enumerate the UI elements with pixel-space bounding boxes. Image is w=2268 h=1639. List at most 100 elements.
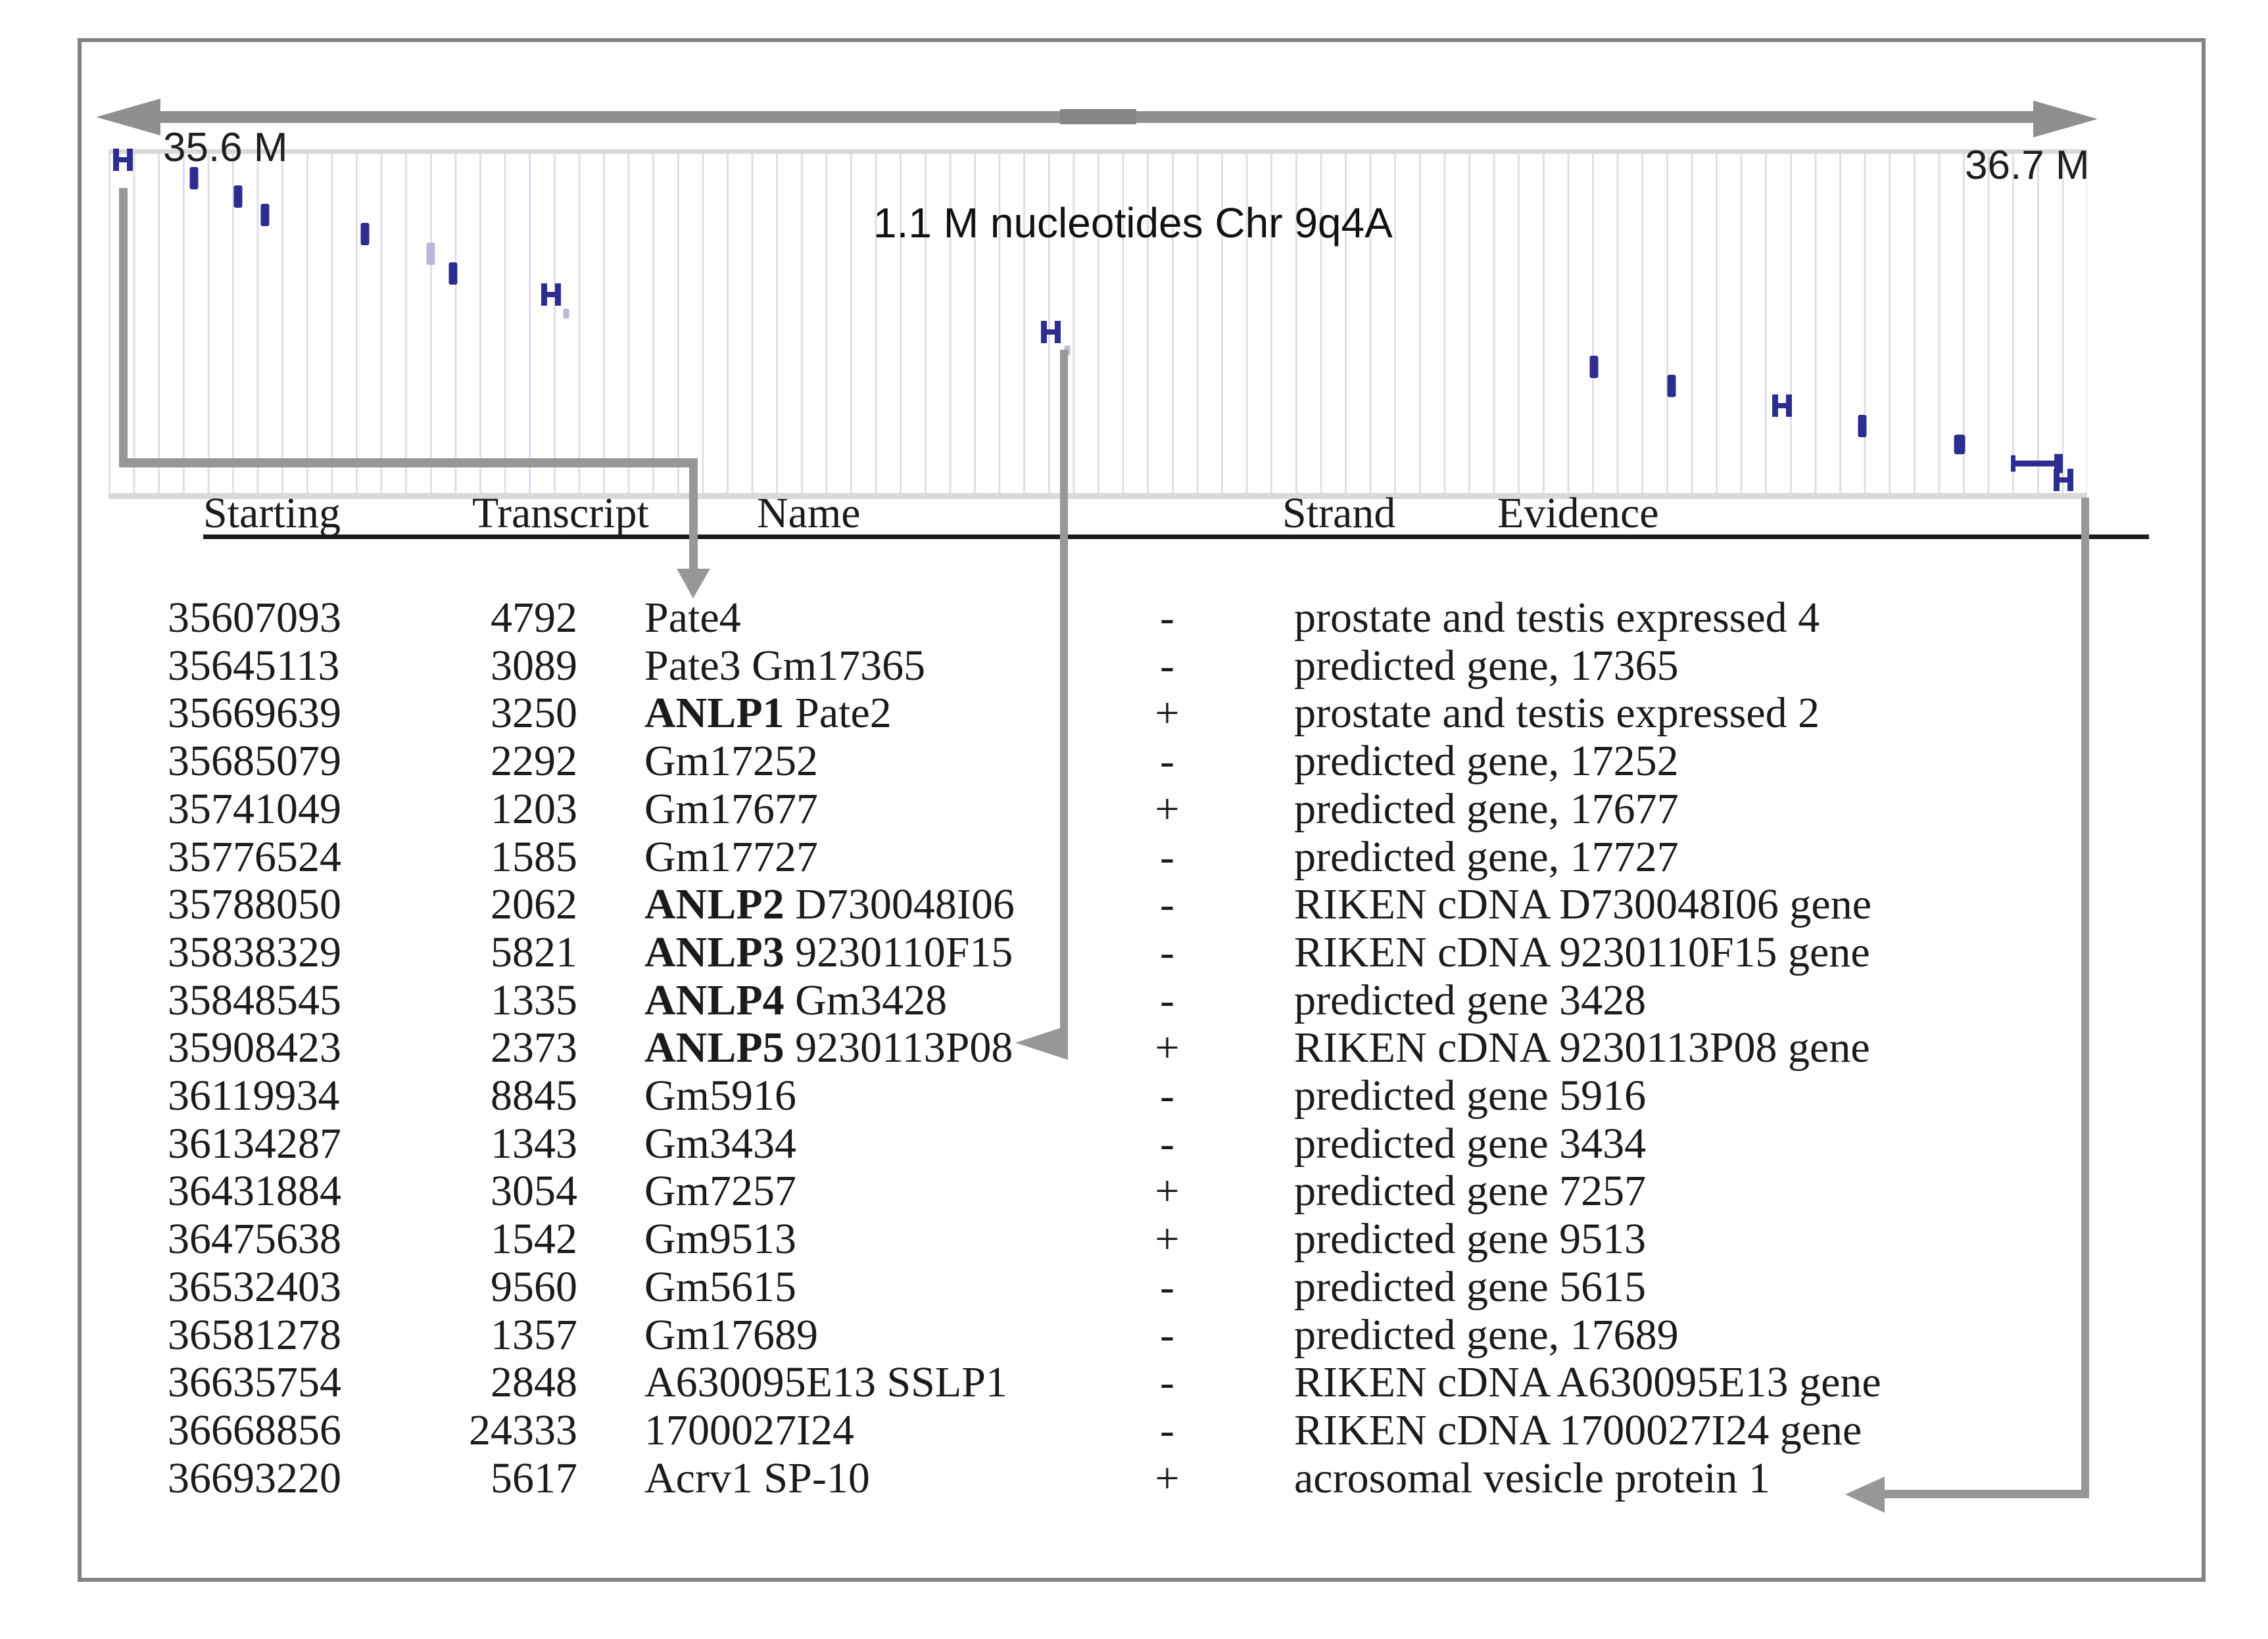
cell-name: Gm17727 bbox=[644, 833, 818, 881]
cell-name-rest: Gm3434 bbox=[644, 1119, 796, 1168]
cell-transcript: 3054 bbox=[491, 1167, 577, 1216]
cell-strand: - bbox=[1160, 594, 1174, 642]
cell-transcript: 8845 bbox=[491, 1072, 577, 1120]
cell-transcript: 3089 bbox=[491, 641, 577, 690]
cell-name: ANLP5 9230113P08 bbox=[644, 1024, 1013, 1072]
cell-starting: 35741049 bbox=[168, 784, 341, 833]
cell-name: A630095E13 SSLP1 bbox=[644, 1358, 1007, 1406]
cell-evidence: predicted gene 3428 bbox=[1294, 976, 1647, 1024]
cell-transcript: 2062 bbox=[491, 880, 577, 929]
cell-strand: - bbox=[1160, 1119, 1174, 1168]
cell-starting: 36475638 bbox=[168, 1215, 341, 1264]
cell-evidence: RIKEN cDNA D730048I06 gene bbox=[1294, 880, 1872, 929]
table-row: 35669639 3250 ANLP1 Pate2 + prostate and… bbox=[0, 689, 2268, 737]
cell-name: Gm7257 bbox=[644, 1167, 796, 1215]
gene-mark bbox=[189, 167, 199, 189]
cell-name: Pate3 Gm17365 bbox=[644, 642, 925, 690]
cell-strand: + bbox=[1155, 1215, 1180, 1264]
cell-starting: 35838329 bbox=[168, 928, 341, 976]
gene-mark bbox=[2054, 469, 2073, 491]
cell-transcript: 5821 bbox=[491, 928, 577, 976]
cell-name: ANLP1 Pate2 bbox=[644, 689, 892, 737]
cell-name: Gm17677 bbox=[644, 785, 818, 833]
cell-name: Gm5615 bbox=[644, 1263, 796, 1311]
column-header-starting: Starting bbox=[203, 489, 341, 537]
cell-transcript: 2373 bbox=[491, 1024, 577, 1072]
cell-transcript: 24333 bbox=[469, 1406, 577, 1454]
cell-starting: 35848545 bbox=[168, 976, 341, 1024]
cell-starting: 35908423 bbox=[168, 1024, 341, 1072]
cell-starting: 35788050 bbox=[168, 880, 341, 929]
cell-starting: 36581278 bbox=[168, 1310, 341, 1359]
cell-name: Gm3434 bbox=[644, 1120, 796, 1168]
table-row: 36475638 1542 Gm9513 + predicted gene 95… bbox=[0, 1215, 2268, 1263]
cell-name-bold: ANLP1 bbox=[644, 689, 784, 738]
cell-evidence: predicted gene, 17689 bbox=[1294, 1310, 1679, 1359]
cell-name: Pate4 bbox=[644, 594, 741, 642]
column-header-name: Name bbox=[757, 489, 861, 537]
cell-starting: 35776524 bbox=[168, 832, 341, 881]
cell-evidence: RIKEN cDNA 9230110F15 gene bbox=[1294, 928, 1870, 976]
cell-name-rest: A630095E13 SSLP1 bbox=[644, 1358, 1007, 1407]
cell-strand: - bbox=[1160, 832, 1174, 881]
cell-name: 1700027I24 bbox=[644, 1406, 854, 1454]
cell-evidence: predicted gene 9513 bbox=[1294, 1215, 1647, 1264]
column-header-evidence: Evidence bbox=[1497, 489, 1659, 537]
cell-strand: - bbox=[1160, 976, 1174, 1024]
cell-evidence: RIKEN cDNA 1700027I24 gene bbox=[1294, 1406, 1862, 1454]
cell-name-rest: Gm9513 bbox=[644, 1215, 796, 1264]
cell-name: Gm17252 bbox=[644, 737, 818, 785]
cell-evidence: prostate and testis expressed 2 bbox=[1294, 689, 1820, 738]
gene-mark bbox=[1589, 356, 1599, 378]
cell-name-rest: Pate3 Gm17365 bbox=[644, 641, 926, 690]
cell-evidence: RIKEN cDNA 9230113P08 gene bbox=[1294, 1024, 1870, 1072]
cell-starting: 36635754 bbox=[168, 1358, 341, 1407]
column-header-transcript: Transcript bbox=[472, 489, 649, 537]
table-row: 36134287 1343 Gm3434 - predicted gene 34… bbox=[0, 1120, 2268, 1168]
cell-transcript: 5617 bbox=[491, 1454, 577, 1502]
column-header-strand: Strand bbox=[1282, 489, 1396, 537]
cell-name: Acrv1 SP-10 bbox=[644, 1454, 870, 1502]
cell-name-rest: Gm17727 bbox=[644, 832, 818, 881]
cell-evidence: acrosomal vesicle protein 1 bbox=[1294, 1454, 1770, 1502]
cell-strand: - bbox=[1160, 1406, 1174, 1454]
cell-transcript: 1585 bbox=[491, 832, 577, 881]
cell-strand: - bbox=[1160, 1310, 1174, 1359]
cell-strand: - bbox=[1160, 1262, 1174, 1311]
cell-strand: - bbox=[1160, 737, 1174, 786]
table-row: 35645113 3089 Pate3 Gm17365 - predicted … bbox=[0, 642, 2268, 690]
cell-transcript: 1357 bbox=[491, 1310, 577, 1359]
cell-evidence: predicted gene 7257 bbox=[1294, 1167, 1647, 1216]
cell-starting: 36119934 bbox=[168, 1072, 340, 1120]
table-header-rule bbox=[203, 534, 2149, 539]
cell-strand: + bbox=[1155, 1024, 1180, 1072]
gene-mark bbox=[1772, 394, 1792, 417]
cell-name-rest: Gm5916 bbox=[644, 1072, 796, 1120]
cell-name-bold: ANLP3 bbox=[644, 928, 784, 976]
cell-name-rest: 9230110F15 bbox=[784, 928, 1013, 976]
cell-evidence: predicted gene 3434 bbox=[1294, 1119, 1647, 1168]
cell-evidence: predicted gene, 17365 bbox=[1294, 641, 1679, 690]
region-title: 1.1 M nucleotides Chr 9q4A bbox=[873, 199, 1393, 247]
cell-name-bold: ANLP2 bbox=[644, 880, 784, 929]
cell-evidence: predicted gene, 17677 bbox=[1294, 784, 1679, 833]
cell-name: Gm5916 bbox=[644, 1072, 796, 1120]
gene-mark bbox=[233, 185, 243, 208]
table-row: 36119934 8845 Gm5916 - predicted gene 59… bbox=[0, 1072, 2268, 1120]
cell-starting: 36532403 bbox=[168, 1262, 341, 1311]
cell-starting: 35645113 bbox=[168, 641, 340, 690]
cell-name-rest: Pate4 bbox=[644, 594, 741, 642]
cell-name-rest: Gm7257 bbox=[644, 1167, 796, 1216]
cell-evidence: RIKEN cDNA A630095E13 gene bbox=[1294, 1358, 1881, 1407]
cell-starting: 36134287 bbox=[168, 1119, 341, 1168]
cell-strand: - bbox=[1160, 1072, 1174, 1120]
cell-starting: 35685079 bbox=[168, 737, 341, 786]
cell-strand: + bbox=[1155, 784, 1180, 833]
cell-evidence: prostate and testis expressed 4 bbox=[1294, 594, 1820, 642]
cell-evidence: predicted gene, 17727 bbox=[1294, 832, 1679, 881]
table-row: 36693220 5617 Acrv1 SP-10 + acrosomal ve… bbox=[0, 1454, 2268, 1502]
gene-mark bbox=[448, 262, 458, 285]
gene-mark bbox=[426, 243, 435, 265]
table-row: 35838329 5821 ANLP3 9230110F15 - RIKEN c… bbox=[0, 928, 2268, 976]
